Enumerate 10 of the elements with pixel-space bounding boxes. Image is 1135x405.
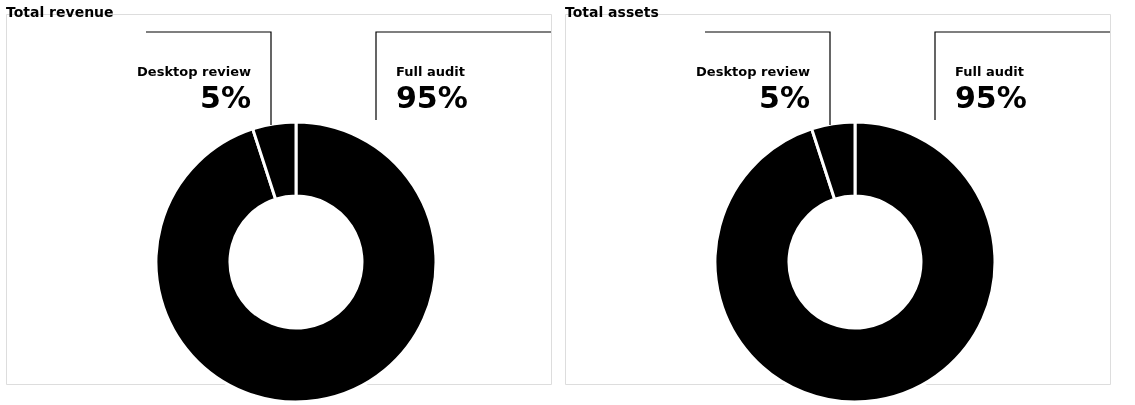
data-label: 95% — [396, 80, 468, 115]
chart-title: Total revenue — [6, 4, 114, 20]
data-label: 5% — [200, 80, 251, 115]
slice-label: Full audit — [955, 64, 1024, 79]
slice-label: Desktop review — [696, 64, 810, 79]
chart-title: Total assets — [565, 4, 659, 20]
data-label: 95% — [955, 80, 1027, 115]
slice-label: Desktop review — [137, 64, 251, 79]
data-label: 5% — [759, 80, 810, 115]
slice-label: Full audit — [396, 64, 465, 79]
